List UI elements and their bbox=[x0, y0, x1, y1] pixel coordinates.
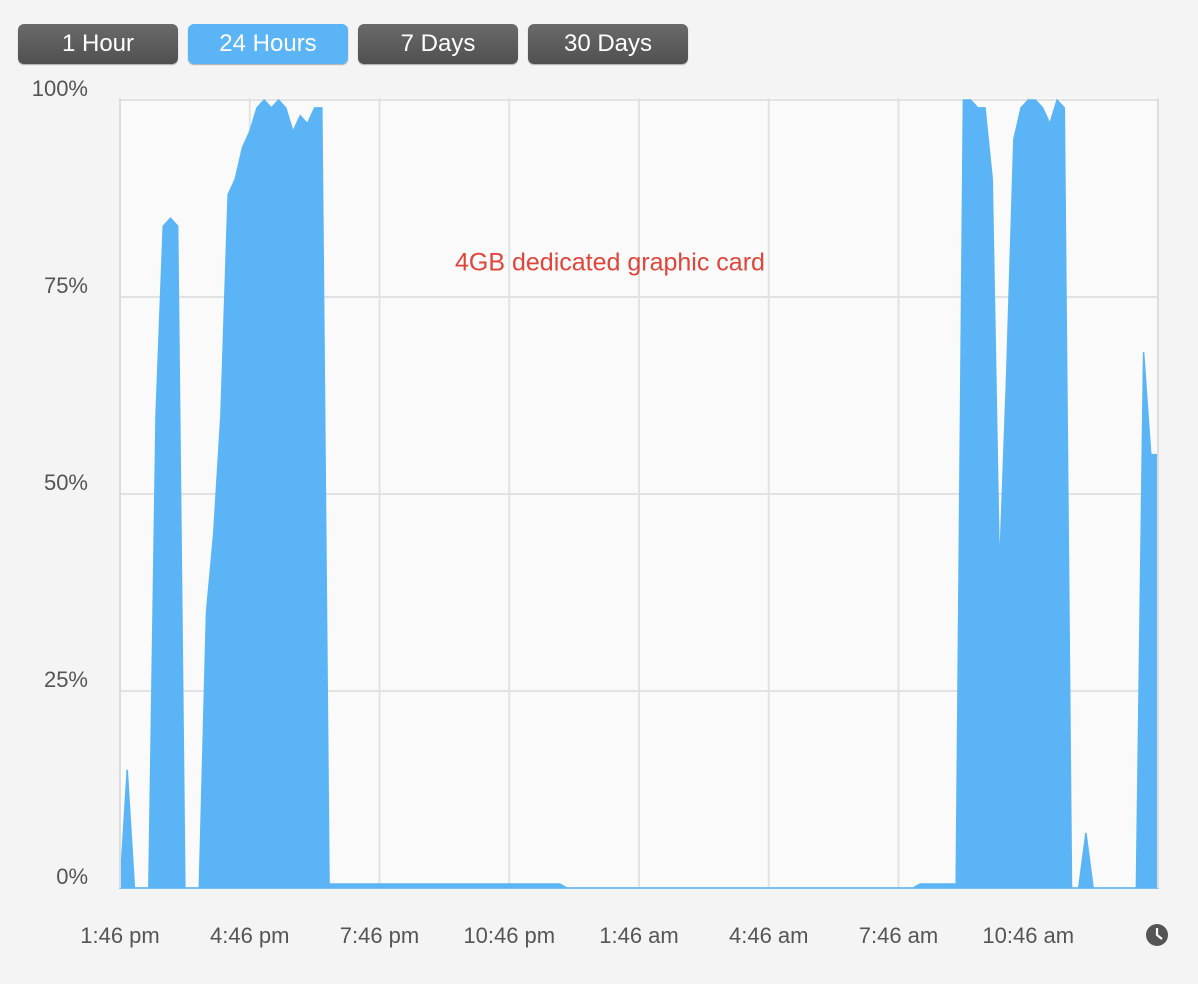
x-tick-label: 1:46 pm bbox=[80, 923, 160, 948]
y-tick-label: 25% bbox=[44, 667, 88, 692]
range-button[interactable]: 30 Days bbox=[528, 24, 688, 64]
x-tick-label: 10:46 am bbox=[982, 923, 1074, 948]
clock-icon bbox=[1146, 924, 1168, 946]
x-tick-label: 4:46 pm bbox=[210, 923, 290, 948]
range-button[interactable]: 7 Days bbox=[358, 24, 518, 64]
usage-area bbox=[119, 98, 1159, 889]
x-tick-label: 1:46 am bbox=[599, 923, 679, 948]
x-tick-label: 7:46 am bbox=[859, 923, 939, 948]
x-tick-label: 7:46 pm bbox=[340, 923, 420, 948]
annotation: 4GB dedicated graphic card bbox=[455, 249, 765, 277]
y-tick-label: 75% bbox=[44, 273, 88, 298]
y-tick-label: 50% bbox=[44, 470, 88, 495]
x-tick-label: 10:46 pm bbox=[463, 923, 555, 948]
range-button[interactable]: 1 Hour bbox=[18, 24, 178, 64]
range-button[interactable]: 24 Hours bbox=[188, 24, 348, 64]
x-tick-label: 4:46 am bbox=[729, 923, 809, 948]
y-tick-label: 0% bbox=[56, 864, 88, 889]
y-tick-label: 100% bbox=[32, 76, 88, 101]
